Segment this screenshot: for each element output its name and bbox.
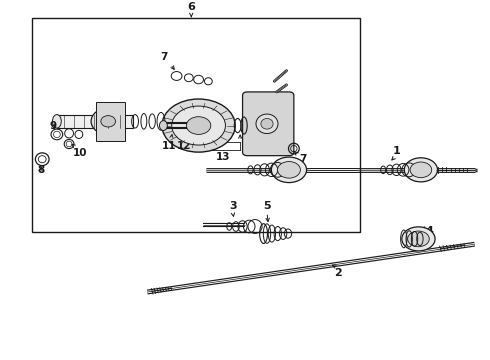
Circle shape xyxy=(172,106,225,145)
Text: 10: 10 xyxy=(73,148,88,158)
Text: 8: 8 xyxy=(37,165,45,175)
Bar xyxy=(57,115,133,128)
Circle shape xyxy=(277,162,300,178)
Bar xyxy=(96,102,125,141)
Text: 4: 4 xyxy=(426,226,434,237)
Text: 9: 9 xyxy=(50,121,57,131)
Text: 6: 6 xyxy=(187,2,195,12)
Text: 2: 2 xyxy=(334,268,342,278)
Ellipse shape xyxy=(91,108,125,135)
Circle shape xyxy=(162,99,235,152)
Ellipse shape xyxy=(52,114,61,128)
Ellipse shape xyxy=(159,121,167,131)
Text: 7: 7 xyxy=(161,51,174,69)
Circle shape xyxy=(402,227,435,251)
Ellipse shape xyxy=(101,116,116,127)
Text: 11: 11 xyxy=(162,141,176,151)
Text: 13: 13 xyxy=(216,153,230,162)
Circle shape xyxy=(404,158,438,182)
FancyBboxPatch shape xyxy=(243,92,294,156)
Text: 7: 7 xyxy=(294,151,306,164)
Circle shape xyxy=(186,117,211,134)
Text: 3: 3 xyxy=(229,201,237,211)
Bar xyxy=(32,18,360,232)
Text: 5: 5 xyxy=(263,201,271,211)
Circle shape xyxy=(271,157,307,183)
Ellipse shape xyxy=(256,114,278,134)
Circle shape xyxy=(408,231,429,247)
Text: 12: 12 xyxy=(177,141,191,151)
Text: 1: 1 xyxy=(392,146,400,156)
Circle shape xyxy=(410,162,432,177)
Ellipse shape xyxy=(261,118,273,129)
